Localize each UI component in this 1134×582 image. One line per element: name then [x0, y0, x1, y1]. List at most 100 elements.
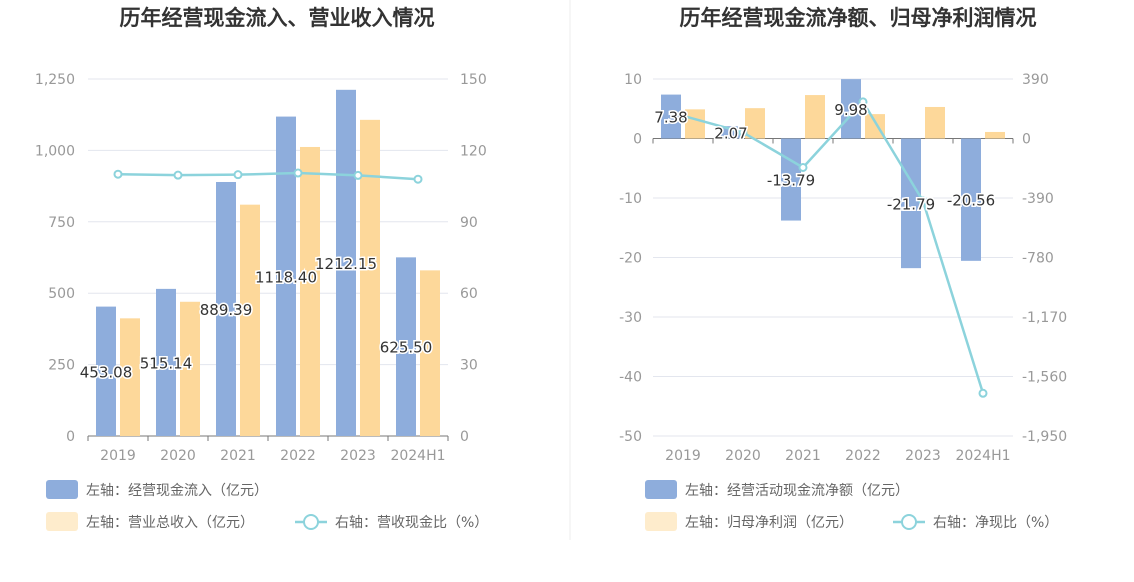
- x-tick-label: 2024H1: [955, 448, 1010, 464]
- line-point: [738, 127, 748, 137]
- bar-data-label: 515.14: [140, 354, 193, 372]
- legend-swatch-secondary: [46, 512, 78, 531]
- y-right-tick-label: 390: [1022, 72, 1049, 88]
- line-point: [858, 97, 868, 107]
- x-tick-label: 2019: [665, 448, 701, 464]
- y-left-tick-label: 0: [633, 132, 642, 148]
- y-right-tick-label: -780: [1022, 251, 1054, 267]
- legend: 左轴：经营活动现金流净额（亿元） 左轴：归母净利润（亿元） 右轴：净现比（%）: [645, 480, 1058, 531]
- line-point: [678, 111, 688, 121]
- bar-primary: [961, 138, 981, 261]
- bar-secondary: [745, 108, 765, 139]
- bar-secondary: [120, 318, 140, 436]
- bar-data-label: 453.08: [80, 363, 133, 381]
- y-left-tick-label: 500: [48, 286, 75, 302]
- bar-data-label: 1118.40: [255, 268, 317, 286]
- line-point: [918, 196, 928, 206]
- line-point: [798, 162, 808, 172]
- bar-data-label: 1212.15: [315, 255, 377, 273]
- y-right-tick-label: -1,170: [1022, 310, 1067, 326]
- y-right-tick-label: 0: [460, 429, 469, 445]
- legend-label: 左轴：营业总收入（亿元）: [86, 515, 254, 531]
- bar-primary: [276, 116, 296, 436]
- chart-title: 历年经营现金流净额、归母净利润情况: [680, 6, 1037, 30]
- bar-data-label: 2.07: [714, 124, 747, 142]
- y-right-tick-label: 0: [1022, 132, 1031, 148]
- legend-label: 左轴：经营活动现金流净额（亿元）: [685, 483, 909, 499]
- y-left-tick-label: -20: [619, 251, 642, 267]
- y-left-tick-label: 750: [48, 215, 75, 231]
- bar-primary: [156, 288, 176, 436]
- y-left-tick-label: -50: [619, 429, 642, 445]
- legend-label: 左轴：归母净利润（亿元）: [685, 514, 853, 531]
- bar-secondary: [805, 95, 825, 139]
- x-tick-label: 2023: [905, 448, 941, 464]
- y-left-tick-label: 10: [624, 72, 642, 88]
- bar-primary: [96, 306, 116, 436]
- y-right-tick-label: -390: [1022, 191, 1054, 207]
- y-right-tick-label: 30: [460, 358, 478, 374]
- line-point: [353, 170, 363, 180]
- x-tick-label: 2020: [160, 448, 196, 464]
- y-left-tick-label: 1,250: [35, 72, 75, 88]
- chart-title: 历年经营现金流入、营业收入情况: [120, 6, 435, 30]
- line-series: [117, 171, 419, 181]
- x-tick-label: 2024H1: [390, 448, 445, 464]
- y-right-tick-label: 120: [460, 143, 487, 159]
- bar-secondary: [360, 119, 380, 437]
- legend-swatch-line-marker: [901, 514, 917, 530]
- legend-swatch-primary: [46, 480, 78, 499]
- y-right-tick-label: -1,560: [1022, 370, 1067, 386]
- bar-secondary: [300, 146, 320, 437]
- y-left-tick-label: 1,000: [35, 143, 75, 159]
- y-left-tick-label: -30: [619, 310, 642, 326]
- y-right-tick-label: 60: [460, 286, 478, 302]
- bar-data-label: 889.39: [200, 301, 253, 319]
- x-tick-label: 2021: [220, 448, 256, 464]
- chart-1: 历年经营现金流入、营业收入情况 0 250 500 750 1,000 1,250 0 30 60…: [35, 6, 488, 531]
- y-right-tick-label: 90: [460, 215, 478, 231]
- bar-data-label: 9.98: [834, 101, 867, 119]
- legend-label: 左轴：经营现金流入（亿元）: [86, 483, 268, 499]
- x-tick-label: 2020: [725, 448, 761, 464]
- legend-swatch-line-marker: [303, 514, 319, 530]
- legend-label: 右轴：营收现金比（%）: [335, 515, 488, 531]
- y-right-tick-label: 150: [460, 72, 487, 88]
- y-left-tick-label: -40: [619, 370, 642, 386]
- x-tick-label: 2023: [340, 448, 376, 464]
- y-right-tick-label: -1,950: [1022, 429, 1067, 445]
- line-point: [113, 169, 123, 179]
- line-series: [682, 99, 985, 394]
- x-tick-label: 2022: [845, 448, 881, 464]
- bar-secondary: [240, 204, 260, 436]
- bar-secondary: [685, 109, 705, 139]
- x-tick-label: 2021: [785, 448, 821, 464]
- x-tick-label: 2022: [280, 448, 316, 464]
- bar-primary: [661, 94, 681, 139]
- chart-2: 历年经营现金流净额、归母净利润情况 -50 -40 -30 -20 -10 0 10 -1,95…: [619, 6, 1067, 531]
- y-left-tick-label: -10: [619, 191, 642, 207]
- bar-primary: [396, 257, 416, 436]
- bar-primary: [781, 138, 801, 221]
- bar-primary: [216, 181, 236, 436]
- y-left-tick-label: 0: [66, 429, 75, 445]
- bar-data-label: 625.50: [380, 339, 433, 357]
- y-left-tick-label: 250: [48, 358, 75, 374]
- bar-secondary: [420, 270, 440, 436]
- legend-swatch-secondary: [645, 512, 677, 531]
- x-tick-label: 2019: [100, 448, 136, 464]
- legend-swatch-primary: [645, 480, 677, 499]
- bar-secondary: [865, 114, 885, 139]
- line-point: [413, 174, 423, 184]
- legend-label: 右轴：净现比（%）: [933, 515, 1058, 531]
- bar-data-label: -13.79: [767, 172, 815, 190]
- line-point: [978, 388, 988, 398]
- line-point: [293, 168, 303, 178]
- bar-primary: [841, 79, 861, 139]
- legend: 左轴：经营现金流入（亿元） 左轴：营业总收入（亿元） 右轴：营收现金比（%）: [46, 480, 488, 531]
- bar-data-label: -20.56: [947, 192, 995, 210]
- bar-data-label: 7.38: [654, 109, 687, 127]
- line-point: [233, 170, 243, 180]
